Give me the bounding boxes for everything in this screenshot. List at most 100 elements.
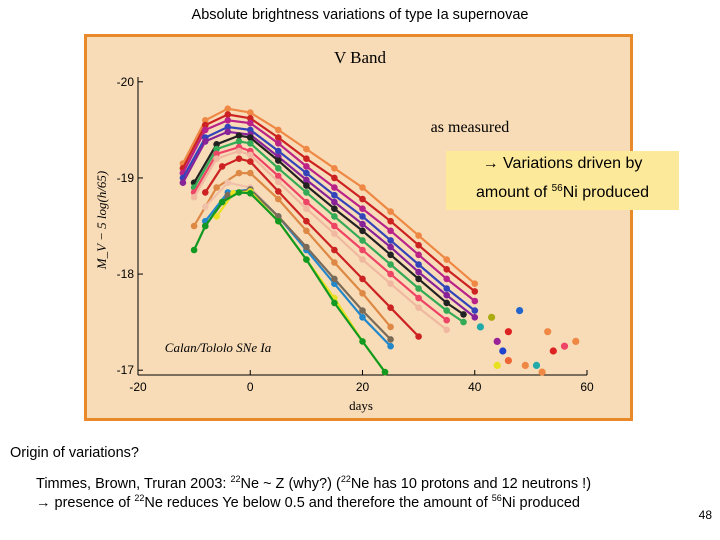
x-tick-label: 60: [580, 380, 594, 394]
data-point-0: [359, 184, 366, 191]
note-text: Ni produced: [501, 495, 580, 511]
data-point-8: [387, 280, 394, 288]
data-point-6: [247, 140, 254, 147]
data-point-5: [275, 157, 282, 164]
note-line-1: Timmes, Brown, Truran 2003: 22Ne ~ Z (wh…: [36, 474, 591, 492]
data-point-1: [471, 288, 479, 295]
data-point-6: [303, 189, 310, 196]
data-point-10: [303, 227, 310, 235]
data-point-1: [415, 241, 422, 249]
series-line-5: [193, 134, 465, 316]
data-point-5: [387, 251, 394, 259]
data-point-10: [331, 259, 338, 266]
data-point-9: [331, 246, 338, 254]
series-line-0: [181, 107, 476, 285]
data-point-5: [235, 132, 243, 139]
y-tick-label: -19: [117, 171, 135, 185]
extra-data-point: [488, 313, 496, 321]
data-point-10: [387, 323, 394, 331]
data-point-6: [359, 237, 366, 244]
data-point-2: [359, 205, 366, 212]
data-point-5: [247, 134, 254, 141]
data-point-15: [235, 189, 243, 196]
data-point-9: [235, 155, 243, 162]
extra-data-point: [544, 328, 552, 336]
data-point-15: [331, 299, 338, 307]
note-text: Ne reduces Ye below 0.5 and therefore th…: [144, 495, 492, 511]
series-line-15: [193, 191, 387, 374]
data-point-7: [415, 294, 422, 302]
extra-data-point: [532, 361, 541, 369]
data-point-3: [471, 307, 479, 314]
data-point-3: [359, 213, 366, 220]
data-point-1: [359, 195, 366, 203]
data-point-2: [224, 117, 232, 124]
data-point-0: [202, 117, 209, 124]
data-point-4: [224, 128, 232, 136]
data-point-8: [190, 193, 198, 201]
data-point-1: [387, 217, 394, 225]
callout-line-2: amount of 56Ni produced: [446, 176, 679, 205]
data-point-8: [415, 304, 422, 312]
note-superscript: 56: [491, 493, 502, 503]
extra-data-point: [504, 357, 512, 365]
data-point-5: [359, 227, 366, 235]
callout-superscript: 56: [551, 183, 563, 194]
data-point-1: [224, 111, 232, 118]
page-number: 48: [698, 508, 712, 522]
data-point-7: [275, 172, 282, 180]
data-point-6: [213, 145, 220, 153]
data-point-2: [331, 184, 338, 191]
extra-data-point: [538, 368, 546, 376]
extra-data-point: [476, 323, 484, 331]
data-point-9: [387, 304, 394, 312]
data-point-10: [213, 184, 220, 191]
data-point-6: [235, 138, 243, 145]
data-point-15: [303, 256, 310, 263]
data-point-15: [247, 190, 254, 197]
data-point-1: [247, 115, 254, 122]
data-point-13: [303, 243, 310, 251]
data-point-2: [303, 163, 310, 170]
data-point-4: [471, 314, 479, 321]
data-point-9: [218, 163, 226, 170]
data-point-13: [331, 275, 338, 283]
note-text: → presence of: [36, 495, 135, 511]
note-text: Timmes, Brown, Truran 2003:: [36, 476, 231, 492]
series-line-1: [181, 113, 476, 293]
x-tick-label: 40: [468, 380, 482, 394]
data-point-2: [471, 297, 479, 305]
series-line-7: [193, 146, 448, 322]
extra-data-point: [516, 307, 524, 315]
note-superscript: 22: [340, 474, 351, 484]
extra-data-point: [521, 361, 529, 369]
note-superscript: 22: [230, 474, 241, 484]
data-point-9: [202, 189, 209, 196]
data-point-5: [303, 182, 310, 189]
data-point-3: [247, 126, 254, 134]
data-point-5: [415, 275, 422, 283]
data-point-3: [387, 237, 394, 244]
x-tick-label: 20: [356, 380, 370, 394]
data-point-8: [331, 230, 338, 237]
note-superscript: 22: [134, 493, 145, 503]
data-point-0: [275, 126, 282, 134]
data-point-7: [303, 198, 310, 206]
data-point-2: [415, 251, 422, 259]
data-point-0: [471, 280, 479, 288]
data-point-10: [235, 169, 243, 177]
data-point-9: [275, 188, 282, 195]
data-point-6: [387, 261, 394, 268]
data-point-5: [213, 141, 220, 148]
data-point-10: [190, 222, 198, 230]
data-point-15: [359, 338, 366, 345]
data-point-15: [275, 217, 282, 225]
data-point-3: [331, 191, 338, 199]
series-line-4: [181, 130, 476, 319]
data-point-0: [247, 109, 254, 116]
data-point-13: [359, 307, 366, 314]
extra-data-point: [493, 361, 501, 369]
note-line-2: → presence of 22Ne reduces Ye below 0.5 …: [36, 493, 580, 511]
data-point-12: [359, 314, 366, 321]
